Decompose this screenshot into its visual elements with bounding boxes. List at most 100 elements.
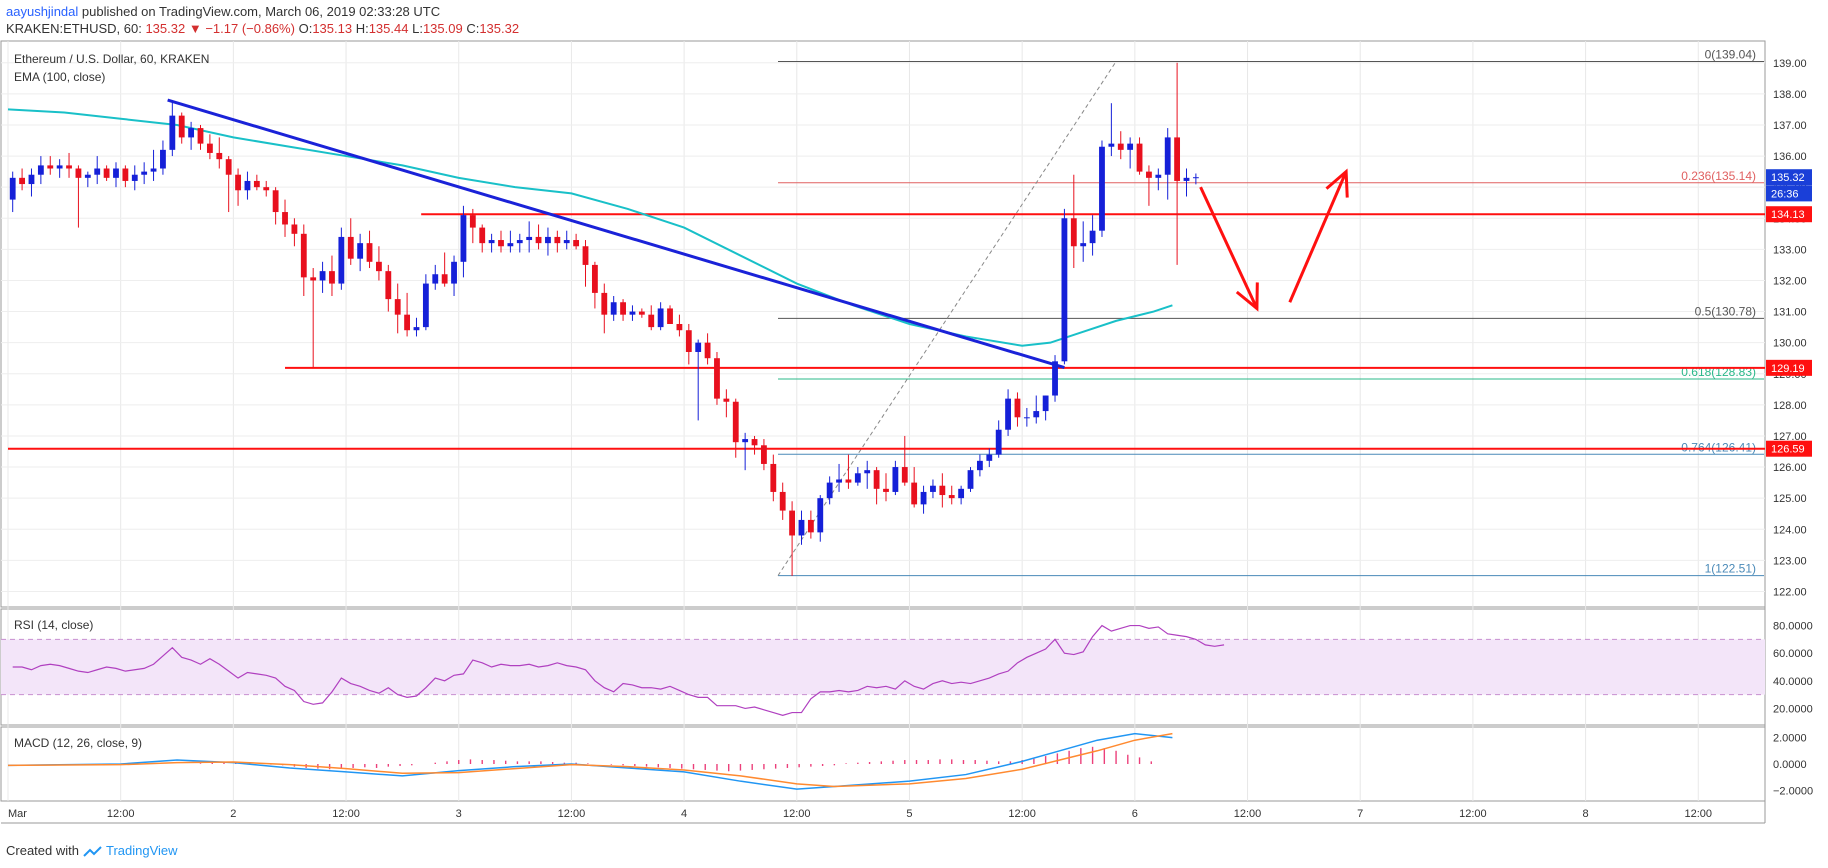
candle-body [66,165,72,169]
candle [563,230,570,250]
candle [854,467,861,486]
price-badge-text: 135.32 [1771,172,1805,184]
candle-body [657,308,664,328]
candle-body [535,236,542,244]
candle-body [854,473,861,483]
arrow-head [1325,168,1349,198]
fib-diagonal-line [777,61,1117,576]
price-tick-label: 127.00 [1773,431,1807,443]
candle [798,510,805,545]
candle-body [948,495,955,499]
candle [676,314,683,337]
candle [385,264,392,312]
change-value: −1.17 (−0.86%) [205,21,295,36]
price-badge-bg [1766,440,1812,457]
candle-body [582,246,589,265]
candle-body [19,177,25,185]
candle-body [1117,143,1124,150]
candle [291,218,298,247]
candle [507,230,514,253]
candle-body [47,165,54,169]
projection-arrow-1 [1288,168,1349,303]
candle-body [976,460,983,471]
candle-body [366,243,373,262]
close-value: 135.32 [479,21,520,36]
candle [1089,215,1096,256]
fib-level-label: 0.764(126.41) [1681,440,1756,454]
candle [967,467,974,492]
price-tick-label: 138.00 [1773,89,1807,101]
candle [253,174,260,191]
pane-frame-0 [0,40,1766,608]
candle-body [394,299,401,315]
low-label: L: [412,21,423,36]
time-tick-label: 12:00 [1008,808,1036,820]
author-link[interactable]: aayushjindal [6,4,79,19]
low-value: 135.09 [422,21,463,36]
price-badge-text: 26:36 [1771,188,1799,200]
macd-title: MACD (12, 26, close, 9) [14,736,142,750]
candle-body [188,128,195,138]
candle [1042,395,1049,421]
candle [244,171,251,200]
candle [206,134,213,160]
trendline [167,98,1065,369]
candle-body [329,271,335,284]
candle [376,246,382,281]
fib-level-label: 0(139.04) [1705,48,1756,62]
candle-body [789,510,796,536]
price-tick-label: 128.00 [1773,400,1807,412]
candle [357,233,364,272]
candle [28,168,35,197]
price-tick-label: 131.00 [1773,307,1807,319]
candle-body [873,470,880,489]
symbol-label: KRAKEN:ETHUSD, 60 [6,21,139,36]
candle [1108,103,1115,157]
candle [404,292,411,337]
candle [1164,128,1171,200]
candle-body [479,227,486,244]
rsi-tick-label: 60.0000 [1773,648,1813,660]
candle-body [441,274,448,284]
candle-body [714,358,720,399]
price-tick-label: 133.00 [1773,244,1807,256]
candle-body [507,243,514,247]
candle [535,224,542,250]
candle [554,230,561,253]
tradingview-brand[interactable]: TradingView [106,843,178,858]
candle [282,199,288,237]
candle-body [591,264,598,293]
macd-tick-label: 0.0000 [1773,759,1807,771]
price-badge-bg [1766,169,1812,186]
candle-body [131,174,138,181]
candle [469,208,476,244]
candle-body [1033,411,1040,418]
candle [310,268,317,368]
price-badge: 135.32 [1766,169,1812,186]
candle-body [150,168,157,172]
candle-body [178,115,185,138]
price-tick-label: 126.00 [1773,462,1807,474]
candle-body [404,314,411,331]
candle [188,121,195,150]
candle-body [413,327,420,331]
candle [1061,208,1068,365]
candle [1127,137,1134,169]
open-value: 135.13 [312,21,353,36]
macd-line [7,732,1173,790]
candle-body [836,479,842,483]
candle [892,460,899,496]
price-tick-label: 123.00 [1773,555,1807,567]
candle [160,140,166,175]
candle [751,435,758,455]
time-tick-label: 12:00 [107,808,135,820]
time-tick-label: 12:00 [1234,808,1262,820]
candle [516,233,523,253]
time-tick-label: Mar [8,808,27,820]
candle [836,463,842,492]
candle-body [1127,143,1134,150]
candle-body [995,429,1002,455]
chart-title: Ethereum / U.S. Dollar, 60, KRAKEN [14,52,209,66]
candle-body [37,165,44,175]
